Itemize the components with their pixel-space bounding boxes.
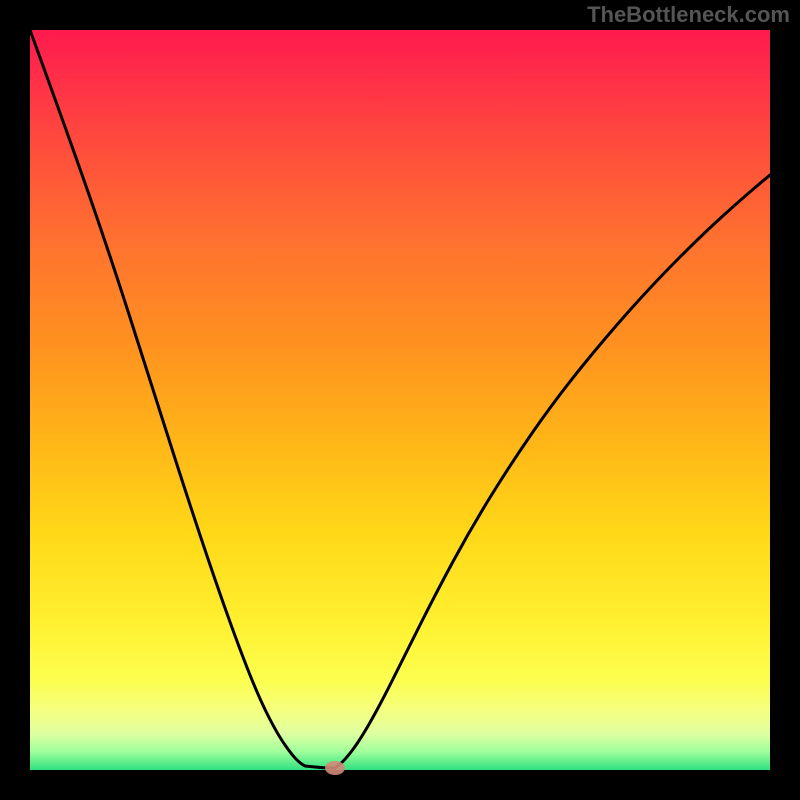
chart-container: { "watermark": { "text": "TheBottleneck.…	[0, 0, 800, 800]
watermark-text: TheBottleneck.com	[587, 2, 790, 28]
chart-svg	[0, 0, 800, 800]
optimal-point-marker	[325, 761, 345, 775]
plot-background	[30, 30, 770, 770]
